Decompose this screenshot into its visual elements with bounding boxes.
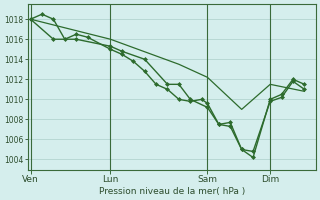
- X-axis label: Pression niveau de la mer( hPa ): Pression niveau de la mer( hPa ): [99, 187, 245, 196]
